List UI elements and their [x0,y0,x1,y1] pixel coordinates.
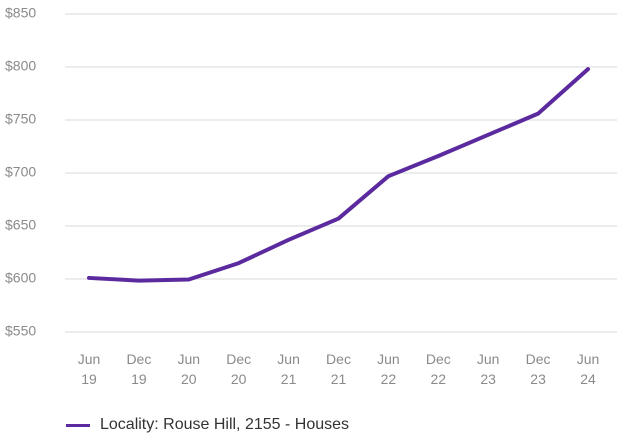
x-tick-label: Jun 19 [77,351,101,387]
y-tick-label: $600 [5,270,36,286]
y-tick-label: $650 [5,217,36,233]
legend: Locality: Rouse Hill, 2155 - Houses [66,414,349,436]
x-tick-label: Dec 23 [525,351,551,387]
data-line [87,67,590,283]
x-tick-label: Jun 23 [476,351,500,387]
legend-swatch [66,423,90,427]
y-tick-label: $750 [5,111,36,127]
y-tick-label: $700 [5,164,36,180]
x-tick-label: Dec 22 [425,351,451,387]
x-tick-label: Dec 19 [126,351,152,387]
x-tick-label: Dec 20 [226,351,252,387]
y-tick-label: $850 [5,5,36,21]
y-tick-label: $550 [5,323,36,339]
x-tick-label: Jun 21 [277,351,300,387]
x-tick-label: Jun 20 [177,351,201,387]
x-tick-label: Dec 21 [326,351,351,387]
y-tick-label: $800 [5,58,36,74]
legend-label: Locality: Rouse Hill, 2155 - Houses [100,416,350,433]
x-tick-label: Jun 24 [576,351,600,387]
x-tick-label: Jun 22 [377,351,400,387]
